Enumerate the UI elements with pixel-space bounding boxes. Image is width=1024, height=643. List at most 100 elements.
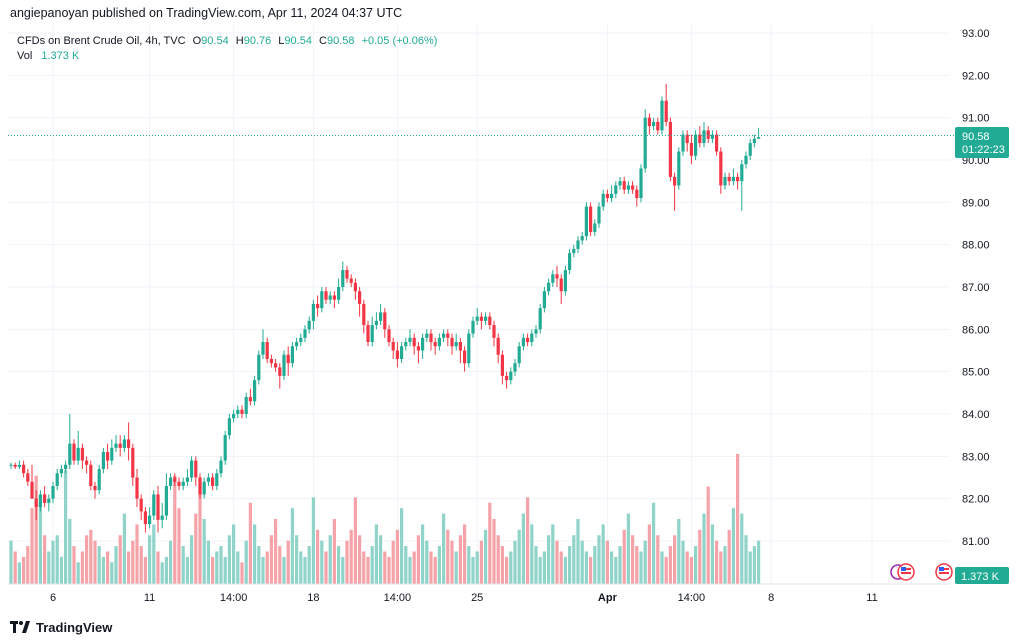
candle [114,435,118,453]
candle [710,130,714,144]
volume-bar [290,508,294,584]
volume-bar [496,535,500,584]
candle [337,278,341,304]
candle [232,409,236,423]
candle [589,202,593,237]
candle-body [593,223,597,232]
volume-bar [148,535,152,584]
candle [446,329,450,347]
candle [412,333,416,355]
candle-body [194,460,198,478]
volume-bar [101,556,105,584]
volume-bar [240,562,244,584]
candle-body [164,485,168,516]
candle-body [64,464,68,470]
volume-bar [639,551,643,584]
candle [379,303,383,326]
candle-body [710,134,714,139]
candles[interactable] [9,83,761,533]
candle [643,109,647,173]
volume-bar [635,546,639,584]
candle [727,172,731,186]
candle-body [135,477,139,499]
price-tick-label: 87.00 [962,282,990,294]
candle [282,350,286,381]
volume-bar [257,546,261,584]
candle [614,181,618,199]
candle-body [110,447,114,461]
legend-close-label: C [319,35,327,47]
candle [479,312,483,330]
candle [55,469,59,491]
tradingview-brand: TradingView [36,619,113,635]
time-axis[interactable]: 6 11 14:00 18 14:00 25 Apr 14:00 8 11 [8,583,950,604]
candle-body [211,477,215,486]
candle [471,316,475,338]
candle [47,494,51,512]
volume-bar [156,551,160,584]
volume-bar [668,546,672,584]
candle [484,312,488,326]
volume-bar [316,529,320,584]
candle-body [467,333,471,364]
candle-body [610,193,614,199]
volume-bar [526,497,530,584]
candle-body [622,181,626,190]
volume-bar [547,535,551,584]
candle [215,469,219,491]
candle [227,414,231,440]
candle [34,490,38,520]
volume-bar [715,540,719,584]
candle-body [433,342,437,347]
candle [740,160,744,211]
candle-body [76,447,80,461]
candle-body [437,337,441,347]
economic-event-icon[interactable] [890,563,915,581]
candle [341,261,345,292]
candle [118,435,122,457]
volume-bar [517,529,521,584]
candle-body [639,168,643,199]
volume-bar [47,551,51,584]
candle-body [601,193,605,207]
candle-body [139,498,143,512]
candle [101,447,105,474]
candle-body [148,515,152,525]
candle [236,405,240,419]
volume-bar [34,475,38,584]
volume-bar [26,546,30,584]
us-flag-event-icon[interactable] [935,563,953,581]
candle [702,121,706,148]
volume-bars [9,454,761,584]
volume-bar [458,535,462,584]
candle-body [757,137,761,139]
candle-body [127,439,131,448]
volume-bar [626,513,630,584]
candle [454,333,458,351]
candle-body [685,134,689,144]
candle-body [736,176,740,182]
candle [563,265,567,296]
price-axis[interactable]: 93.0092.0091.0090.0089.0088.0087.0086.00… [962,28,990,548]
volume-bar [572,535,576,584]
candle [597,202,601,228]
volume-bar [85,535,89,584]
volume-bar [425,540,429,584]
candle-body [26,473,30,482]
volume-bar [278,546,282,584]
volume-bar [114,546,118,584]
candle [698,126,702,148]
candle [181,477,185,491]
candle-body [358,291,362,304]
candle [265,337,269,364]
volume-bar [177,508,181,584]
volume-bar [17,562,21,584]
volume-bar [706,486,710,584]
candle-body [265,342,269,359]
volume-bar [454,551,458,584]
candle-body [425,333,429,338]
candle-body [240,409,244,414]
price-tick-label: 91.00 [962,113,990,125]
candle-body [614,185,618,194]
